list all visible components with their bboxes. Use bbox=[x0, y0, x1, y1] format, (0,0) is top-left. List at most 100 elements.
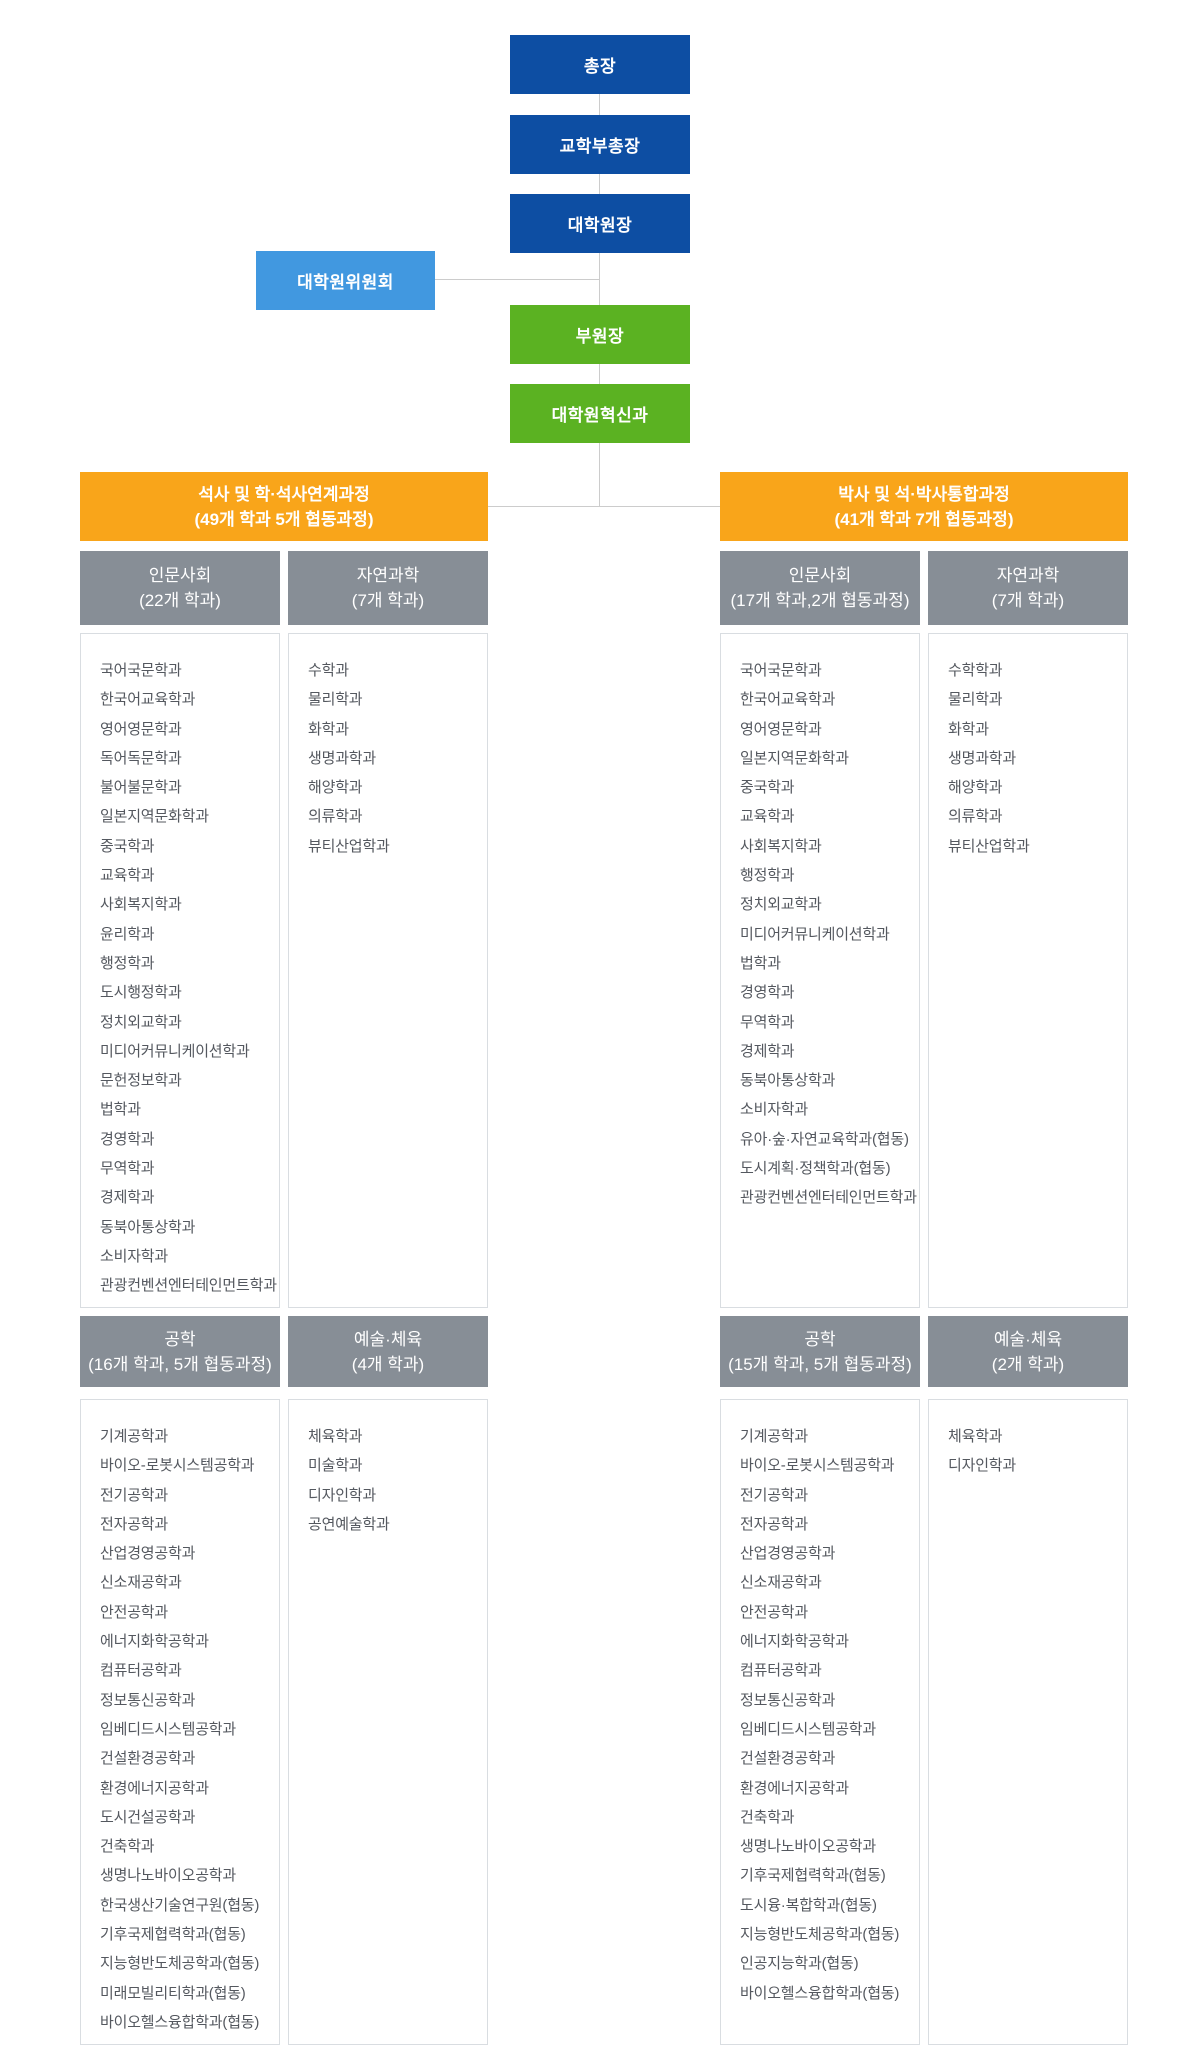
dept-list-doctoral-humanities: 국어국문학과 한국어교육학과 영어영문학과 일본지역문화학과 중국학과 교육학과 사회복지학… bbox=[720, 633, 920, 1308]
list-item: 경영학과 bbox=[100, 1130, 155, 1148]
list-item: 전자공학과 bbox=[100, 1515, 169, 1533]
list-item: 미래모빌리티학과(협동) bbox=[100, 1984, 246, 2002]
list-item: 컴퓨터공학과 bbox=[740, 1662, 822, 1680]
list-item: 물리학과 bbox=[948, 691, 1003, 709]
group-count: (7개 학과) bbox=[351, 591, 425, 610]
list-item: 신소재공학과 bbox=[740, 1574, 822, 1592]
list-item: 산업경영공학과 bbox=[740, 1545, 836, 1563]
list-item: 의류학과 bbox=[308, 808, 363, 826]
list-item: 바이오-로봇시스템공학과 bbox=[100, 1457, 255, 1475]
list-item: 생명나노바이오공학과 bbox=[100, 1867, 237, 1885]
list-item: 기후국제협력학과(협동) bbox=[100, 1926, 246, 1944]
list-item: 국어국문학과 bbox=[100, 662, 182, 679]
node-president: 총장 bbox=[510, 35, 690, 94]
list-item: 임베디드시스템공학과 bbox=[100, 1720, 237, 1738]
node-label: 총장 bbox=[583, 57, 617, 76]
list-item: 생명나노바이오공학과 bbox=[740, 1838, 877, 1856]
list-item: 미디어커뮤니케이션학과 bbox=[100, 1042, 250, 1060]
list-item: 수학과 bbox=[308, 662, 349, 679]
section-title: 석사 및 학·석사연계과정 bbox=[198, 484, 370, 504]
list-item: 에너지화학공학과 bbox=[740, 1633, 849, 1651]
list-item: 건설환경공학과 bbox=[740, 1750, 836, 1768]
group-header-doctoral-humanities: 인문사회 (17개 학과,2개 협동과정) bbox=[720, 551, 920, 625]
group-header-doctoral-arts: 예술·체육 (2개 학과) bbox=[928, 1316, 1128, 1387]
list-item: 환경에너지공학과 bbox=[100, 1779, 209, 1797]
group-count: (15개 학과, 5개 협동과정) bbox=[728, 1354, 912, 1374]
list-item: 윤리학과 bbox=[100, 925, 155, 943]
list-item: 건설환경공학과 bbox=[100, 1750, 196, 1768]
list-item: 생명과학과 bbox=[948, 749, 1017, 767]
list-item: 디자인학과 bbox=[308, 1486, 377, 1504]
group-header-masters-engineering: 공학 (16개 학과, 5개 협동과정) bbox=[80, 1316, 280, 1387]
list-item: 도시계획·정책학과(협동) bbox=[740, 1160, 891, 1178]
list-item: 무역학과 bbox=[100, 1160, 155, 1178]
list-item: 에너지화학공학과 bbox=[100, 1633, 209, 1651]
group-title: 인문사회 bbox=[788, 566, 852, 585]
list-item: 정치외교학과 bbox=[100, 1013, 182, 1031]
node-label: 대학원위원회 bbox=[297, 273, 394, 292]
list-item: 기계공학과 bbox=[740, 1428, 809, 1445]
list-item: 화학과 bbox=[948, 720, 989, 738]
group-title: 공학 bbox=[164, 1329, 196, 1349]
list-item: 유아·숲·자연교육학과(협동) bbox=[740, 1130, 909, 1148]
list-item: 법학과 bbox=[100, 1101, 141, 1119]
list-item: 불어불문학과 bbox=[100, 779, 182, 797]
section-count: (41개 학과 7개 협동과정) bbox=[834, 509, 1014, 529]
list-item: 국어국문학과 bbox=[740, 662, 822, 679]
list-item: 체육학과 bbox=[308, 1428, 363, 1445]
connector-line bbox=[599, 174, 600, 194]
group-header-doctoral-science: 자연과학 (7개 학과) bbox=[928, 551, 1128, 625]
list-item: 소비자학과 bbox=[740, 1101, 809, 1119]
list-item: 바이오헬스융합학과(협동) bbox=[740, 1984, 900, 2002]
connector-line bbox=[599, 364, 600, 384]
list-item: 신소재공학과 bbox=[100, 1574, 182, 1592]
list-item: 지능형반도체공학과(협동) bbox=[740, 1926, 900, 1944]
list-item: 산업경영공학과 bbox=[100, 1545, 196, 1563]
node-label: 대학원장 bbox=[567, 216, 633, 235]
list-item: 독어독문학과 bbox=[100, 749, 182, 767]
list-item: 전기공학과 bbox=[100, 1486, 169, 1504]
list-item: 해양학과 bbox=[308, 779, 363, 797]
group-count: (2개 학과) bbox=[991, 1354, 1065, 1374]
section-count: (49개 학과 5개 협동과정) bbox=[194, 509, 374, 529]
list-item: 수학학과 bbox=[948, 662, 1003, 679]
node-dean: 대학원장 bbox=[510, 194, 690, 253]
list-item: 일본지역문화학과 bbox=[100, 808, 209, 826]
list-item: 한국어교육학과 bbox=[100, 691, 196, 709]
group-count: (17개 학과,2개 협동과정) bbox=[730, 591, 910, 610]
dept-list-masters-engineering: 기계공학과 바이오-로봇시스템공학과 전기공학과 전자공학과 산업경영공학과 신소재공학과… bbox=[80, 1399, 280, 2045]
list-item: 경영학과 bbox=[740, 984, 795, 1002]
list-item: 지능형반도체공학과(협동) bbox=[100, 1955, 260, 1973]
connector-line bbox=[488, 506, 720, 507]
list-item: 건축학과 bbox=[100, 1838, 155, 1856]
group-title: 자연과학 bbox=[356, 566, 420, 585]
list-item: 뷰티산업학과 bbox=[308, 837, 390, 855]
list-item: 행정학과 bbox=[100, 954, 155, 972]
list-item: 중국학과 bbox=[740, 779, 795, 797]
dept-list-doctoral-arts: 체육학과 디자인학과 bbox=[928, 1399, 1128, 2045]
group-header-masters-arts: 예술·체육 (4개 학과) bbox=[288, 1316, 488, 1387]
list-item: 한국어교육학과 bbox=[740, 691, 836, 709]
list-item: 화학과 bbox=[308, 720, 349, 738]
group-header-masters-humanities: 인문사회 (22개 학과) bbox=[80, 551, 280, 625]
list-item: 임베디드시스템공학과 bbox=[740, 1720, 877, 1738]
list-item: 건축학과 bbox=[740, 1808, 795, 1826]
list-item: 생명과학과 bbox=[308, 749, 377, 767]
dept-list-masters-arts: 체육학과 미술학과 디자인학과 공연예술학과 bbox=[288, 1399, 488, 2045]
node-innovation-office: 대학원혁신과 bbox=[510, 384, 690, 443]
group-title: 공학 bbox=[804, 1329, 836, 1349]
list-item: 물리학과 bbox=[308, 691, 363, 709]
list-item: 의류학과 bbox=[948, 808, 1003, 826]
node-committee: 대학원위원회 bbox=[256, 251, 435, 310]
list-item: 동북아통상학과 bbox=[100, 1218, 196, 1236]
list-item: 일본지역문화학과 bbox=[740, 749, 849, 767]
list-item: 교육학과 bbox=[100, 867, 155, 885]
list-item: 경제학과 bbox=[100, 1189, 155, 1207]
group-count: (4개 학과) bbox=[351, 1354, 425, 1374]
group-title: 자연과학 bbox=[996, 566, 1060, 585]
group-title: 인문사회 bbox=[148, 566, 212, 585]
group-count: (7개 학과) bbox=[991, 591, 1065, 610]
dept-list-doctoral-science: 수학학과 물리학과 화학과 생명과학과 해양학과 의류학과 뷰티산업학과 bbox=[928, 633, 1128, 1308]
